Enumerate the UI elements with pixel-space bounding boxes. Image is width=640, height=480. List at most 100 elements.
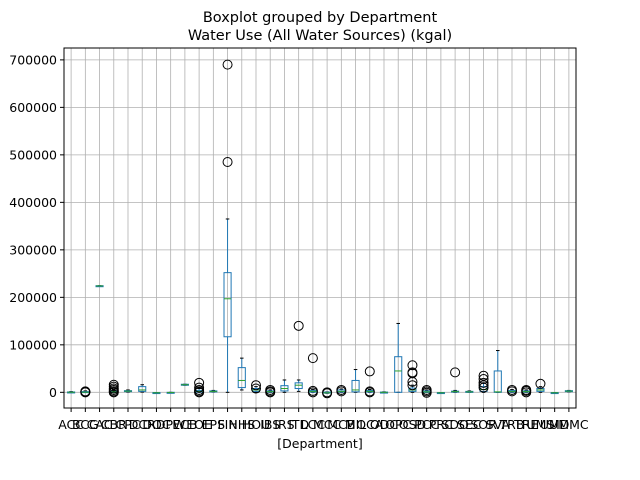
box-dpw [166, 391, 175, 394]
outlier-point [407, 380, 418, 391]
iqr-box [237, 367, 246, 389]
box-osd [407, 360, 418, 393]
chart-title: Boxplot grouped by Department [203, 10, 438, 26]
box-ums [535, 378, 546, 393]
box-irs [280, 379, 289, 393]
grid [64, 48, 576, 408]
outlier-point [80, 386, 91, 397]
box-umd [550, 392, 559, 395]
x-tick-label-prc: PRC [429, 417, 454, 432]
box-sdo [450, 367, 461, 393]
box-eps [209, 389, 218, 393]
x-tick-label-eps: EPS [202, 417, 225, 432]
x-tick-label-sor: SOR [470, 417, 497, 432]
box-dcr [138, 384, 147, 393]
x-tick-label-doc: DOC [142, 417, 170, 432]
y-tick-label: 0 [49, 385, 57, 400]
outlier-point [407, 360, 418, 371]
outlier-point [251, 380, 261, 391]
box-eoe [194, 377, 205, 398]
box-sva [493, 350, 502, 393]
x-tick-label-mil: MIL [345, 417, 366, 432]
x-tick-label-bcg: BCG [72, 417, 99, 432]
box-hou [251, 380, 261, 394]
x-tick-label-ums: UMS [527, 417, 555, 432]
outlier-point [450, 367, 461, 378]
x-tick-label-dpw: DPW [156, 417, 186, 432]
x-tick-label-eoe: EOE [186, 417, 212, 432]
y-axis: 0 100000 200000 300000 400000 500000 600000 700… [9, 52, 64, 400]
x-tick-label-sec: SEC [457, 417, 482, 432]
x-tick-label-lcc: LCC [301, 417, 326, 432]
x-tick-label-odc: ODC [370, 417, 398, 432]
outlier-point [293, 320, 304, 331]
outlier-point [478, 370, 489, 381]
box-doc [152, 392, 161, 395]
box-oca [364, 366, 375, 398]
box-mil [351, 369, 360, 393]
x-axis: ACCBCGCACCBRCPCDCRDOCDPWECBEOEEPSFINHHSH… [58, 408, 589, 432]
x-tick-label-hhs: HHS [228, 417, 255, 432]
x-tick-label-oca: OCA [356, 417, 384, 432]
outlier-point [322, 387, 333, 398]
outlier-point [265, 384, 276, 395]
outlier-point [222, 59, 233, 70]
box-mcc [322, 387, 333, 399]
box-cbr [108, 379, 119, 398]
outlier-point [407, 367, 418, 378]
box-ummc [564, 389, 573, 393]
outlier-point [535, 378, 546, 389]
box-sor [478, 370, 489, 393]
y-tick-label: 600000 [9, 100, 57, 115]
x-tick-label-fin: FIN [217, 417, 237, 432]
x-tick-label-hou: HOU [242, 417, 270, 432]
plot-area-frame [63, 47, 577, 409]
x-tick-label-mcc: MCC [313, 417, 342, 432]
iqr-box [138, 386, 147, 392]
x-tick-label-umd: UMD [540, 417, 570, 432]
box-fin [222, 59, 233, 393]
x-tick-label-acc: ACC [58, 417, 84, 432]
x-tick-label-cac: CAC [87, 417, 113, 432]
x-tick-label-sva: SVA [486, 417, 511, 432]
boxplot-marks [67, 59, 573, 399]
box-ecb [180, 383, 189, 386]
y-tick-label: 400000 [9, 195, 57, 210]
x-tick-label-cpc: CPC [116, 417, 141, 432]
x-tick-label-osd: OSD [399, 417, 426, 432]
box-trb [507, 384, 517, 397]
iqr-box [351, 379, 360, 393]
box-prc [436, 392, 445, 395]
outlier-point [194, 384, 205, 395]
x-tick-label-irs: IRS [274, 417, 294, 432]
box-cac [95, 285, 104, 288]
x-tick-label-ibs: IBS [260, 417, 280, 432]
y-tick-label: 300000 [9, 242, 57, 257]
y-tick-label: 200000 [9, 290, 57, 305]
y-tick-label: 100000 [9, 337, 57, 352]
x-tick-label-sdo: SDO [441, 417, 469, 432]
box-sec [465, 390, 474, 393]
outlier-point [307, 385, 318, 396]
x-tick-label-cbr: CBR [101, 417, 127, 432]
x-tick-label-tre: TRE [513, 417, 538, 432]
outlier-point [108, 379, 119, 390]
x-tick-label-pcc: PCC [414, 417, 439, 432]
box-tre [521, 384, 532, 398]
x-tick-label-dcr: DCR [129, 417, 156, 432]
outlier-point [307, 353, 318, 364]
iqr-box [394, 356, 403, 393]
outlier-point [421, 384, 432, 395]
chart-subtitle: Water Use (All Water Sources) (kgal) [188, 28, 452, 44]
y-tick-label: 500000 [9, 147, 57, 162]
outlier-point [364, 386, 375, 397]
outlier-point [251, 383, 261, 394]
outlier-point [194, 382, 205, 393]
x-tick-label-ecb: ECB [172, 417, 197, 432]
x-tick-label-opc: OPC [385, 417, 411, 432]
x-axis-label: [Department] [277, 436, 362, 451]
outlier-point [478, 374, 489, 385]
outlier-point [364, 366, 375, 377]
outlier-point [222, 156, 233, 167]
outlier-point [521, 384, 532, 395]
